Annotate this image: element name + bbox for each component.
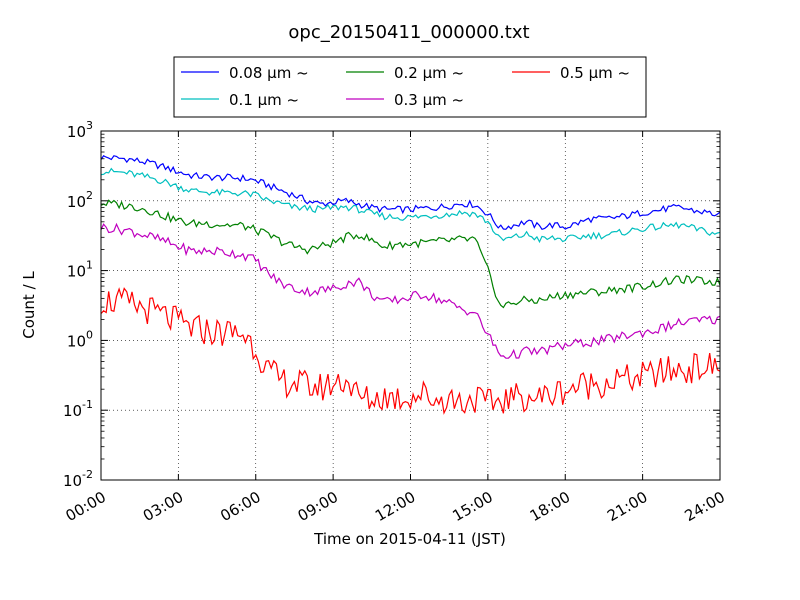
- y-tick-exponent: -2: [82, 468, 93, 481]
- ticks: [100, 130, 721, 481]
- y-tick-exponent: -1: [82, 398, 93, 411]
- y-tick-exponent: 2: [86, 189, 93, 202]
- series-line: [100, 167, 721, 244]
- y-tick-label: 101: [67, 259, 93, 281]
- y-axis-label: Count / L: [20, 271, 38, 339]
- y-tick-exponent: 0: [86, 328, 93, 341]
- series-line: [100, 287, 721, 415]
- x-tick-label: 09:00: [295, 488, 341, 525]
- y-tick-exponent: 1: [86, 259, 93, 272]
- y-tick-base: 10: [67, 123, 86, 141]
- x-tick-label: 06:00: [217, 488, 263, 525]
- legend-label: 0.3 μm ~: [394, 91, 464, 109]
- x-tick-label: 00:00: [63, 488, 109, 525]
- legend-box: [173, 56, 647, 118]
- series-line: [100, 199, 721, 309]
- series-line: [100, 222, 721, 359]
- legend-label: 0.1 μm ~: [229, 91, 299, 109]
- legend-label: 0.5 μm ~: [560, 64, 630, 82]
- y-tick-label: 103: [67, 119, 93, 141]
- y-tick-label: 100: [67, 328, 93, 350]
- chart-title: opc_20150411_000000.txt: [288, 22, 529, 43]
- y-tick-label: 10-1: [63, 398, 93, 420]
- legend: 0.08 μm ~ 0.1 μm ~ 0.2 μm ~ 0.3 μm ~ 0.5 μm …: [173, 56, 647, 118]
- x-tick-label: 12:00: [372, 488, 418, 525]
- y-tick-base: 10: [67, 263, 86, 281]
- y-tick-exponent: 3: [86, 119, 93, 132]
- series-line: [100, 155, 721, 231]
- y-tick-label: 102: [67, 189, 93, 211]
- y-tick-base: 10: [63, 402, 82, 420]
- x-tick-label: 18:00: [527, 488, 573, 525]
- x-tick-label: 03:00: [140, 488, 186, 525]
- x-tick-label: 24:00: [682, 488, 728, 525]
- x-tick-label: 15:00: [449, 488, 495, 525]
- x-tick-label: 21:00: [604, 488, 650, 525]
- y-tick-base: 10: [67, 332, 86, 350]
- y-tick-base: 10: [63, 472, 82, 490]
- plot-area: [101, 131, 720, 480]
- legend-label: 0.08 μm ~: [229, 64, 309, 82]
- series-layer: [100, 155, 721, 415]
- y-tick-base: 10: [67, 193, 86, 211]
- y-tick-label: 10-2: [63, 468, 93, 490]
- x-axis-label: Time on 2015-04-11 (JST): [313, 530, 506, 548]
- legend-label: 0.2 μm ~: [394, 64, 464, 82]
